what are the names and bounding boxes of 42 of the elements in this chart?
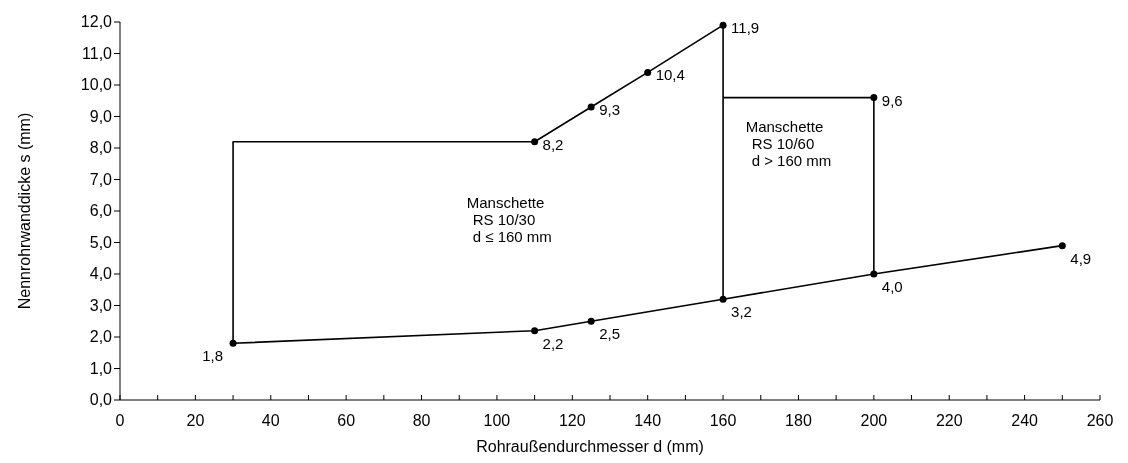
y-tick-label: 1,0 [89, 359, 113, 377]
x-tick-label: 140 [634, 412, 662, 429]
x-tick-label: 40 [261, 412, 280, 429]
y-tick-label: 0,0 [89, 391, 113, 408]
y-tick-label: 7,0 [89, 170, 113, 188]
y-tick-label: 6,0 [89, 202, 113, 219]
y-tick-label: 10,0 [80, 76, 113, 93]
y-tick-label: 4,0 [89, 265, 113, 282]
annotation: Manschette RS 10/30 d ≤ 160 mm [466, 193, 552, 245]
x-tick-label: 120 [558, 412, 586, 429]
y-tick-label: 12,0 [80, 13, 113, 30]
data-label: 10,4 [655, 66, 685, 84]
data-label: 1,8 [202, 347, 224, 365]
y-tick-label: 5,0 [89, 233, 113, 251]
y-tick-label: 3,0 [89, 296, 113, 314]
x-tick-label: 180 [785, 412, 812, 429]
x-tick-label: 20 [186, 412, 205, 429]
y-tick-label: 9,0 [89, 107, 113, 125]
data-label: 2,5 [599, 325, 621, 343]
x-tick-label: 100 [483, 412, 511, 429]
x-tick-label: 200 [860, 412, 888, 429]
data-label: 9,6 [881, 91, 903, 109]
data-label: 3,2 [731, 303, 752, 321]
y-tick-label: 2,0 [89, 328, 113, 345]
x-tick-label: 0 [115, 412, 125, 429]
x-tick-label: 60 [337, 412, 356, 429]
data-label: 9,3 [599, 101, 621, 119]
x-tick-label: 220 [935, 412, 963, 429]
data-label: 4,9 [1070, 249, 1092, 267]
x-tick-label: 80 [412, 412, 431, 429]
y-axis-title: Nennrohrwanddicke s (mm) [16, 112, 33, 310]
y-tick-label: 8,0 [89, 139, 113, 156]
annotation: Manschette RS 10/60 d > 160 mm [745, 118, 832, 170]
x-tick-label: 240 [1011, 412, 1039, 429]
data-label: 2,2 [542, 334, 564, 352]
data-label: 11,9 [731, 19, 760, 37]
data-label: 8,2 [542, 135, 564, 153]
data-label: 4,0 [881, 278, 903, 295]
x-axis-title: Rohraußendurchmesser d (mm) [476, 438, 704, 455]
x-tick-label: 260 [1086, 412, 1114, 429]
x-tick-label: 160 [709, 412, 737, 429]
y-tick-label: 11,0 [82, 44, 113, 62]
